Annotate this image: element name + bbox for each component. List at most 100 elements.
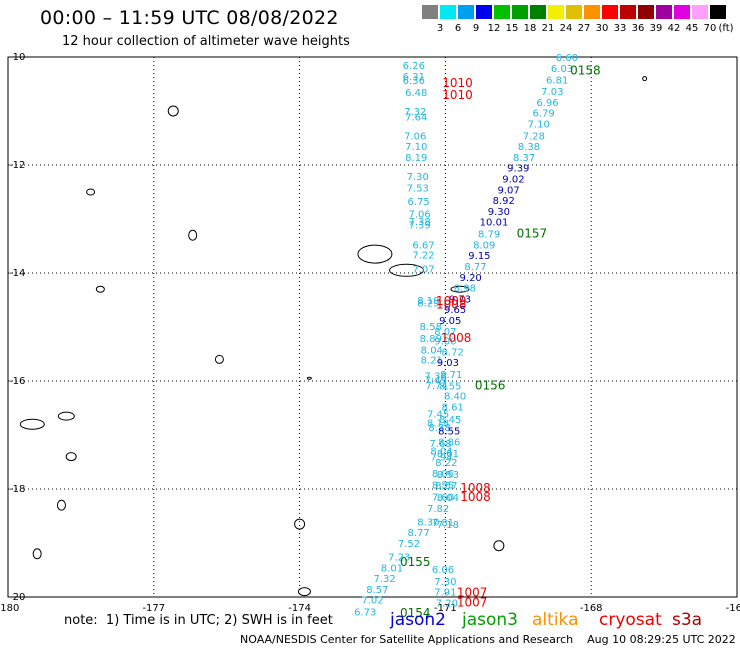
legend-swatch-70 xyxy=(692,5,708,19)
wave-height-value: 8.98 xyxy=(454,284,476,295)
wave-height-value: 7.06 xyxy=(404,131,426,142)
wave-height-value: 7.23 xyxy=(388,553,410,564)
island-outline xyxy=(86,188,96,196)
wave-height-value: 9.02 xyxy=(502,175,524,186)
wave-height-value: 7.38 xyxy=(409,217,431,228)
legend-swatch-21 xyxy=(530,5,546,19)
legend-swatch-18 xyxy=(512,5,528,19)
wave-height-value: 7.03 xyxy=(541,87,563,98)
lon-tick-label: -174 xyxy=(288,603,311,614)
map-subtitle: 12 hour collection of altimeter wave hei… xyxy=(62,34,350,49)
wave-height-value: 8.28 xyxy=(428,423,450,434)
island-outline xyxy=(57,411,75,421)
pressure-value: 1008 xyxy=(436,297,467,311)
legend-swatch-33 xyxy=(602,5,618,19)
wave-height-value: 9.73 xyxy=(449,294,471,305)
island-outline xyxy=(32,548,42,560)
lon-tick-label: -165 xyxy=(726,603,740,614)
map-title: 00:00 – 11:59 UTC 08/08/2022 xyxy=(40,7,339,29)
wave-height-value: 7.94 xyxy=(430,453,452,464)
satellite-s3a: s3a xyxy=(672,610,703,630)
wave-height-value: 6.48 xyxy=(405,88,427,99)
wave-height-value: 7.02 xyxy=(361,596,383,607)
wave-height-value: 8.30 xyxy=(417,517,439,528)
wave-height-value: 6.79 xyxy=(532,109,554,120)
time-label: 0156 xyxy=(475,378,506,392)
wave-height-value: 8.37 xyxy=(513,153,535,164)
legend-label: 27 xyxy=(577,23,591,34)
island-outline xyxy=(297,587,311,597)
wave-height-value: 10.01 xyxy=(480,218,509,229)
wave-height-value: 6.96 xyxy=(536,98,558,109)
wave-height-value: 7.07 xyxy=(412,265,434,276)
legend-swatch-45 xyxy=(674,5,690,19)
wave-height-value: 8.55 xyxy=(439,381,461,392)
island-outline xyxy=(357,244,393,264)
wave-height-value: 8.21 xyxy=(421,355,443,366)
wave-height-value: 6.26 xyxy=(403,61,425,72)
island-outline xyxy=(188,229,198,241)
wave-height-value: 6.67 xyxy=(412,240,434,251)
wave-height-value: 7.32 xyxy=(374,574,396,585)
legend-label: 45 xyxy=(685,23,699,34)
wave-height-value: 7.91 xyxy=(434,588,456,599)
wave-height-value: 8.61 xyxy=(437,449,459,460)
wave-height-value: 8.01 xyxy=(381,563,403,574)
wave-height-value: 9.00 xyxy=(434,337,456,348)
wave-height-value: 8.89 xyxy=(420,334,442,345)
time-label: 0155 xyxy=(400,555,431,569)
legend-label: 36 xyxy=(631,23,645,34)
satellite-jason2: jason2 xyxy=(390,610,446,630)
satellite-jason3: jason3 xyxy=(462,610,518,630)
legend-label: 15 xyxy=(505,23,519,34)
wave-height-value: 8.55 xyxy=(438,427,460,438)
pressure-value: 1010 xyxy=(442,88,473,102)
island-outline xyxy=(65,452,77,462)
wave-height-value: 8.55 xyxy=(432,481,454,492)
wave-height-value: 7.68 xyxy=(429,439,451,450)
lat-tick-label: -14 xyxy=(9,268,25,279)
legend-label: 3 xyxy=(436,23,444,34)
lat-tick-label: -10 xyxy=(9,52,25,63)
wave-height-value: 9.65 xyxy=(444,305,466,316)
wave-height-value: 7.20 xyxy=(436,598,458,609)
wave-height-value: 8.29 xyxy=(417,299,439,310)
island-outline xyxy=(389,263,425,277)
wave-height-value: 8.22 xyxy=(435,458,457,469)
time-label: 0158 xyxy=(570,64,601,78)
legend-label: 42 xyxy=(667,23,681,34)
wave-height-value: 7.06 xyxy=(409,210,431,221)
wave-height-value: 8.07 xyxy=(434,327,456,338)
wave-height-value: 8.40 xyxy=(444,392,466,403)
legend-label: 70 xyxy=(703,23,717,34)
pressure-value: 1010 xyxy=(442,76,473,90)
satellite-altika: altika xyxy=(532,610,579,630)
island-outline xyxy=(214,354,224,364)
map-frame xyxy=(7,56,738,598)
wave-height-value: 9.07 xyxy=(497,185,519,196)
legend-swatch-27 xyxy=(566,5,582,19)
legend-label: 30 xyxy=(595,23,609,34)
wave-height-value: 8.06 xyxy=(432,469,454,480)
wave-height-value: 9.03 xyxy=(437,358,459,369)
wave-height-value: 7.18 xyxy=(437,520,459,531)
wave-height-value: 8.04 xyxy=(437,493,459,504)
lat-tick-label: -16 xyxy=(9,376,25,387)
pressure-value: 1007 xyxy=(457,586,488,600)
legend-swatch-15 xyxy=(494,5,510,19)
wave-height-value: 7.52 xyxy=(398,539,420,550)
wave-height-value: 8.04 xyxy=(430,447,452,458)
wave-height-value: 7.28 xyxy=(523,131,545,142)
pressure-value: 1008 xyxy=(460,490,491,504)
wave-height-value: 8.19 xyxy=(405,153,427,164)
wave-height-value: 7.81 xyxy=(432,518,454,529)
lat-tick-label: -12 xyxy=(9,160,25,171)
pressure-value: 1009 xyxy=(436,294,467,308)
legend-swatch-6 xyxy=(440,5,456,19)
wave-height-value: 8.04 xyxy=(421,346,443,357)
legend-label: 33 xyxy=(613,23,627,34)
wave-height-value: 6.81 xyxy=(546,76,568,87)
legend-swatch-9 xyxy=(458,5,474,19)
island-outline xyxy=(95,285,105,293)
